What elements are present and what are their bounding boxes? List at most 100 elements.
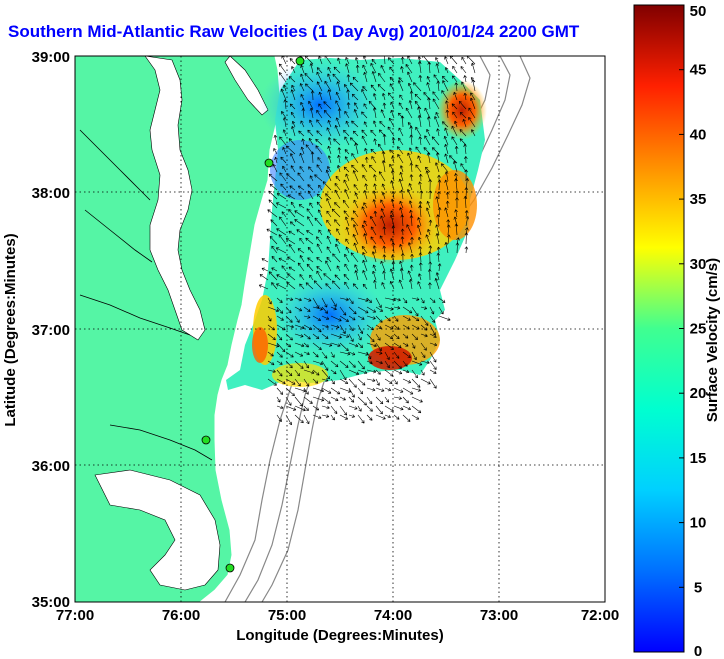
velocity-arrow (291, 125, 296, 137)
velocity-arrow (276, 378, 286, 385)
velocity-arrow (446, 224, 451, 236)
velocity-arrow (409, 125, 413, 137)
velocity-arrow (325, 169, 332, 182)
velocity-arrow (309, 63, 314, 74)
velocity-arrow (261, 258, 269, 263)
velocity-arrow (471, 62, 476, 74)
velocity-arrow (348, 351, 356, 356)
velocity-arrow (471, 129, 476, 137)
velocity-arrow (300, 120, 305, 128)
velocity-arrow (399, 94, 404, 101)
velocity-arrow (370, 216, 377, 227)
velocity-arrow (285, 369, 293, 377)
velocity-arrow (435, 224, 440, 236)
velocity-arrow (344, 136, 350, 146)
velocity-arrow (425, 170, 431, 182)
velocity-arrow (465, 216, 470, 227)
velocity-arrow (334, 183, 341, 191)
velocity-arrow (393, 387, 404, 393)
velocity-arrow (326, 256, 332, 263)
velocity-arrow (290, 111, 296, 119)
y-tick-label: 35:00 (32, 594, 70, 611)
velocity-arrow (288, 138, 296, 146)
velocity-arrow (409, 162, 414, 173)
velocity-arrow (297, 262, 305, 272)
velocity-arrow (278, 72, 287, 83)
velocity-arrow (330, 396, 339, 402)
velocity-arrow (335, 100, 341, 110)
velocity-arrow (362, 270, 368, 281)
velocity-arrow (309, 274, 314, 281)
velocity-arrow (369, 164, 377, 173)
velocity-arrow (402, 414, 411, 422)
velocity-arrow (280, 156, 287, 164)
velocity-arrow (470, 92, 476, 101)
velocity-arrow (410, 253, 414, 263)
velocity-arrow (299, 166, 305, 173)
velocity-arrow (460, 163, 467, 173)
velocity-arrow (315, 138, 323, 146)
velocity-arrow (303, 414, 310, 425)
velocity-arrow (429, 369, 437, 374)
velocity-arrow (357, 396, 367, 406)
velocity-arrow (330, 342, 341, 347)
velocity-arrow (332, 253, 341, 263)
velocity-arrow (426, 76, 431, 83)
velocity-arrow (294, 360, 304, 369)
velocity-arrow (382, 270, 386, 281)
velocity-arrow (458, 100, 467, 110)
velocity-arrow (364, 156, 369, 164)
velocity-arrow (400, 228, 405, 236)
velocity-arrow (381, 93, 386, 101)
velocity-arrow (323, 101, 332, 110)
velocity-arrow (438, 306, 444, 315)
velocity-arrow (389, 83, 395, 92)
velocity-arrow (393, 306, 401, 310)
velocity-arrow (276, 283, 287, 290)
velocity-arrow (444, 171, 449, 182)
velocity-arrow (348, 360, 356, 368)
x-tick-label: 74:00 (374, 607, 412, 624)
velocity-arrow (312, 315, 322, 321)
velocity-arrow (389, 214, 395, 227)
velocity-arrow (460, 66, 467, 74)
velocity-arrow (316, 243, 323, 254)
velocity-arrow (312, 387, 325, 393)
velocity-arrow (276, 387, 284, 395)
velocity-arrow (417, 281, 422, 290)
velocity-arrow (330, 414, 335, 421)
velocity-arrow (409, 134, 413, 146)
velocity-arrow (327, 137, 332, 146)
velocity-arrow (407, 152, 413, 164)
velocity-arrow (397, 146, 404, 155)
velocity-arrow (330, 387, 341, 395)
velocity-arrow (453, 160, 458, 173)
velocity-arrow (363, 71, 368, 83)
velocity-arrow (267, 342, 280, 348)
velocity-arrow (399, 268, 404, 281)
velocity-arrow (426, 82, 431, 92)
velocity-arrow (398, 102, 404, 110)
velocity-arrow (291, 84, 296, 92)
velocity-arrow (418, 173, 423, 182)
velocity-arrow (402, 369, 410, 374)
velocity-arrow (406, 189, 413, 200)
velocity-arrow (371, 58, 377, 65)
velocity-arrow (303, 387, 309, 395)
velocity-arrow (348, 378, 357, 388)
velocity-arrow (382, 134, 387, 146)
velocity-arrow (285, 378, 296, 385)
velocity-arrow (426, 129, 431, 137)
y-tick-label: 36:00 (32, 458, 70, 475)
velocity-arrow (427, 268, 432, 281)
velocity-arrow (418, 205, 422, 218)
velocity-arrow (316, 81, 323, 92)
velocity-arrow (415, 164, 422, 173)
velocity-arrow (308, 166, 314, 173)
velocity-arrow (393, 378, 398, 385)
velocity-arrow (337, 154, 341, 164)
velocity-arrow (390, 101, 395, 110)
velocity-arrow (345, 63, 350, 74)
velocity-arrow (393, 405, 404, 411)
velocity-arrow (361, 135, 368, 146)
